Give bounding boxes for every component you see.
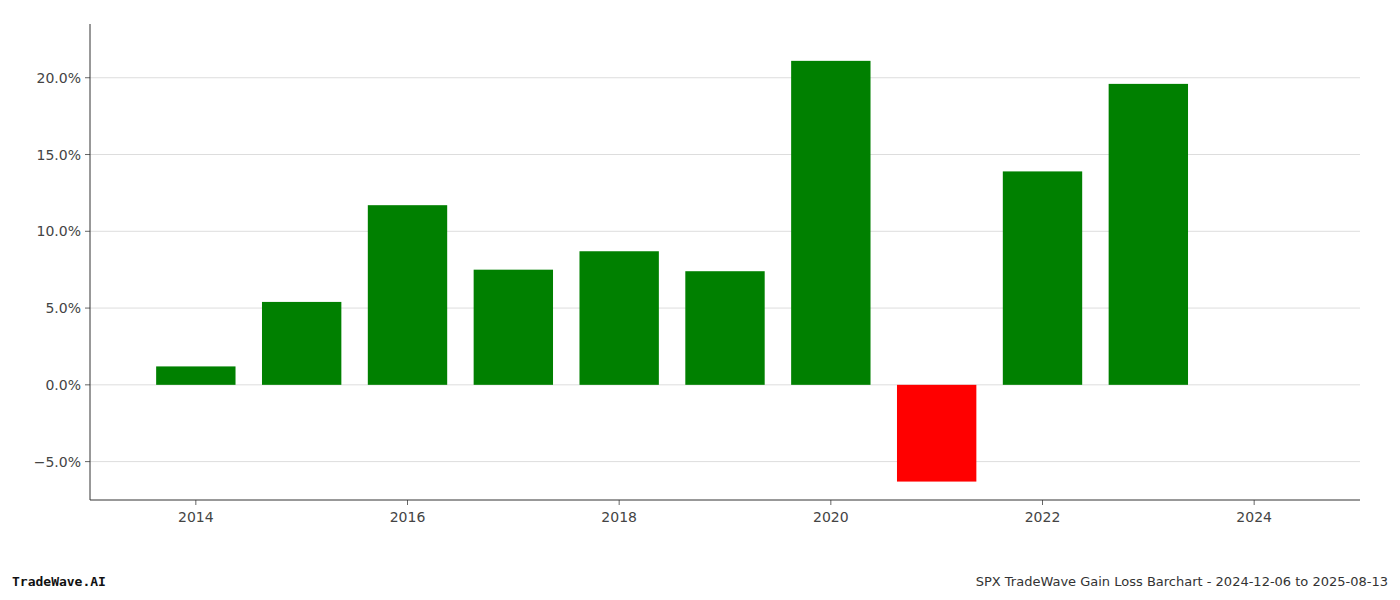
y-tick-label: 10.0% [37,223,81,239]
bar [1003,171,1082,384]
bar [685,271,764,385]
y-tick [85,384,90,385]
x-tick [830,500,831,505]
x-tick-label: 2020 [813,509,849,525]
x-tick [1254,500,1255,505]
y-tick-label: 5.0% [45,300,81,316]
x-tick-label: 2018 [601,509,637,525]
chart-svg: −5.0% 0.0% 5.0% 10.0% 15.0% 20.0% 2014 2016 2018… [0,0,1400,600]
y-tick-label: 0.0% [45,377,81,393]
x-tick-label: 2024 [1236,509,1272,525]
y-axis-line [90,24,91,500]
x-axis: 2014 2016 2018 2020 2022 2024 [178,500,1272,525]
y-tick-label: −5.0% [34,454,81,470]
y-axis: −5.0% 0.0% 5.0% 10.0% 15.0% 20.0% [34,70,90,470]
bar [897,385,976,482]
bars [156,61,1188,482]
title: SPX TradeWave Gain Loss Barchart - 2024-… [976,574,1388,589]
bar [262,302,341,385]
y-tick-label: 15.0% [37,147,81,163]
y-tick [85,77,90,78]
grid-line [90,461,1360,462]
y-tick [85,154,90,155]
bar [156,366,235,384]
bar [474,270,553,385]
x-tick [407,500,408,505]
x-tick-label: 2016 [390,509,426,525]
x-axis-line [90,500,1360,501]
y-tick [85,461,90,462]
x-tick-label: 2022 [1025,509,1061,525]
grid-line [90,77,1360,78]
y-grid [90,78,1360,462]
bar [1109,84,1188,385]
x-tick [1042,500,1043,505]
bar [791,61,870,385]
x-tick [619,500,620,505]
bar [368,205,447,385]
chart-container: −5.0% 0.0% 5.0% 10.0% 15.0% 20.0% 2014 2016 2018… [0,0,1400,600]
y-tick [85,231,90,232]
watermark: TradeWave.AI [12,574,106,589]
y-tick-label: 20.0% [37,70,81,86]
x-tick [195,500,196,505]
y-tick [85,308,90,309]
bar [579,251,658,385]
x-tick-label: 2014 [178,509,214,525]
